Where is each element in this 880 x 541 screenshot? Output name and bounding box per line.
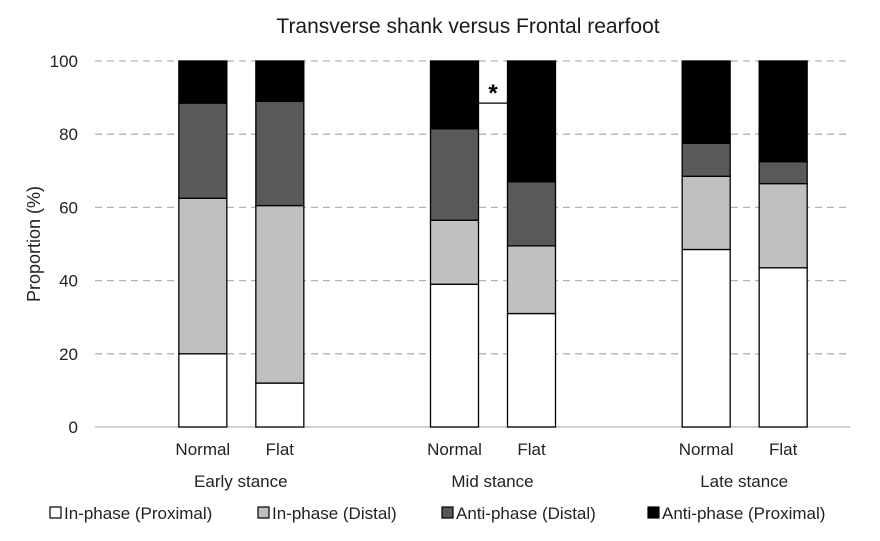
legend-swatch: [257, 506, 270, 519]
bar-segment: [178, 197, 228, 355]
bar-segment: [681, 60, 731, 144]
x-tick-label: Flat: [266, 440, 295, 459]
group-label: Early stance: [194, 472, 288, 491]
bar-segment: [681, 175, 731, 251]
bar-segment: [429, 128, 480, 221]
legend-label: Anti-phase (Proximal): [662, 504, 825, 523]
bar-segment: [758, 60, 808, 163]
bar-segment: [758, 182, 808, 269]
legend-swatch: [441, 506, 454, 519]
group-label: Late stance: [700, 472, 788, 491]
legend-label: In-phase (Proximal): [64, 504, 212, 523]
bar-segment: [429, 219, 480, 285]
x-tick-label: Flat: [769, 440, 798, 459]
bar-segment: [681, 248, 731, 428]
legend-label: In-phase (Distal): [272, 504, 397, 523]
y-tick-label: 100: [50, 52, 78, 71]
x-tick-label: Flat: [517, 440, 546, 459]
bar-segment: [255, 100, 305, 207]
y-axis-ticks: 0 20 40 60 80 100: [50, 52, 78, 437]
bar-segment: [255, 60, 305, 102]
bar-segment: [429, 283, 480, 428]
legend-label: Anti-phase (Distal): [456, 504, 596, 523]
annotations: *: [478, 80, 508, 107]
bar-segment: [506, 60, 557, 183]
chart-title: Transverse shank versus Frontal rearfoot: [276, 15, 659, 38]
x-tick-label: Normal: [427, 440, 482, 459]
legend-swatch: [49, 506, 62, 519]
bar-segment: [178, 60, 228, 104]
y-axis-label: Proportion (%): [24, 186, 44, 302]
y-tick-label: 40: [59, 272, 78, 291]
significance-marker: *: [488, 80, 498, 107]
bar-segment: [758, 160, 808, 185]
y-tick-label: 60: [59, 198, 78, 217]
x-tick-label: Normal: [679, 440, 734, 459]
bar-segment: [506, 312, 557, 428]
x-tick-label: Normal: [175, 440, 230, 459]
bar-segment: [506, 245, 557, 315]
y-tick-label: 80: [59, 125, 78, 144]
legend: In-phase (Proximal) In-phase (Distal) Anti…: [49, 504, 825, 523]
bar-segment: [178, 102, 228, 199]
bar-segment: [681, 142, 731, 177]
bars: [178, 60, 808, 428]
legend-swatch: [647, 506, 660, 519]
bar-segment: [255, 204, 305, 384]
bar-segment: [178, 353, 228, 428]
y-tick-label: 20: [59, 345, 78, 364]
bar-segment: [429, 60, 480, 130]
bar-segment: [758, 267, 808, 428]
bar-segment: [255, 382, 305, 428]
bar-segment: [506, 181, 557, 247]
group-label: Mid stance: [451, 472, 533, 491]
x-axis-labels: Normal Flat Early stance Normal Flat Mid stan…: [175, 440, 797, 491]
y-tick-label: 0: [69, 418, 78, 437]
